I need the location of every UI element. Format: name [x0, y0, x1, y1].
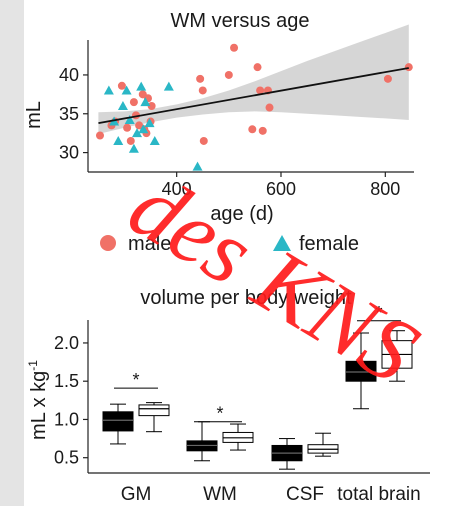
scatter-y-label: mL: [23, 101, 45, 129]
male-point: [147, 102, 156, 110]
box-iqr: [102, 411, 134, 432]
legend-male-marker: [100, 235, 116, 251]
female-point: [136, 81, 147, 91]
box-wm-group1: [186, 421, 218, 462]
boxplot-boxes: [102, 330, 413, 470]
y-tick-label: 35: [59, 104, 79, 124]
female-point: [128, 143, 139, 153]
male-point: [265, 103, 274, 112]
male-point: [253, 63, 262, 72]
trendline-group: [98, 67, 409, 124]
scatter-panel: WM versus age 400 600 800 30 35 40 age (d) mL…: [23, 10, 414, 255]
legend-female-label: female: [299, 233, 359, 255]
box-gm-group1: [102, 403, 134, 445]
female-point: [113, 135, 124, 145]
y-tick-label: 40: [59, 65, 79, 85]
box-total-brain-group2: [381, 330, 413, 382]
category-label: GM: [121, 484, 152, 505]
x-tick-label: 800: [370, 179, 400, 199]
legend-female-marker: [273, 235, 291, 251]
male-point: [199, 136, 208, 145]
confidence-band-group: [98, 24, 409, 134]
x-tick-label: 400: [162, 179, 192, 199]
box-y-tick-label: 1.0: [54, 409, 79, 429]
box-y-tick-label: 2.0: [54, 333, 79, 353]
male-point: [258, 126, 267, 135]
scatter-ticks: 400 600 800 30 35 40: [59, 65, 400, 199]
significance-star: *: [216, 404, 223, 424]
female-point: [132, 128, 143, 138]
boxplot-y-label-superscript: -1: [26, 360, 40, 371]
category-label: WM: [203, 484, 237, 505]
box-csf-group1: [271, 438, 303, 470]
category-label: total brain: [337, 484, 420, 505]
male-point: [224, 70, 233, 79]
female-point: [163, 81, 174, 91]
box-total-brain-group1: [345, 332, 377, 410]
male-point: [248, 125, 257, 134]
box-iqr: [345, 360, 377, 382]
scatter-title: WM versus age: [171, 10, 310, 32]
scatter-legend: male female: [100, 233, 359, 255]
boxplot-y-label-main: mL x kg: [28, 371, 50, 440]
male-point: [383, 74, 392, 83]
x-tick-label: 600: [266, 179, 296, 199]
female-point: [121, 85, 132, 95]
confidence-band: [98, 24, 409, 134]
male-point: [117, 81, 126, 90]
male-point: [198, 86, 207, 95]
male-point: [230, 43, 239, 52]
significance-markers: * * *: [114, 303, 401, 424]
left-margin-strip: [0, 0, 24, 506]
female-point: [138, 124, 149, 134]
legend-male-label: male: [128, 233, 171, 255]
category-label: CSF: [286, 484, 324, 505]
scatter-x-label: age (d): [210, 203, 273, 225]
female-point: [124, 114, 135, 124]
box-csf-group2: [307, 432, 339, 457]
y-tick-label: 30: [59, 143, 79, 163]
boxplot-ticks: 0.5 1.0 1.5 2.0: [54, 333, 88, 468]
male-point: [129, 98, 138, 107]
female-point: [192, 161, 203, 171]
trendline: [98, 67, 409, 124]
boxplot-category-labels: GM WM CSF total brain: [121, 484, 421, 505]
boxplot-panel: volume per body weight 0.5 1.0 1.5 2.0 * ** …: [26, 287, 430, 505]
male-point: [95, 131, 104, 140]
male-point: [123, 123, 132, 132]
female-point: [117, 101, 128, 110]
significance-star: *: [375, 303, 382, 323]
female-point: [103, 85, 114, 95]
female-point: [144, 118, 155, 128]
box-wm-group2: [222, 423, 254, 451]
female-point: [149, 135, 160, 145]
boxplot-y-label: mL x kg-1: [26, 360, 50, 440]
box-y-tick-label: 1.5: [54, 371, 79, 391]
box-gm-group2: [138, 402, 170, 433]
box-y-tick-label: 0.5: [54, 448, 79, 468]
male-point: [126, 136, 135, 145]
male-point: [404, 63, 413, 72]
significance-star: *: [132, 370, 139, 390]
box-iqr: [138, 404, 170, 417]
boxplot-title: volume per body weight: [140, 287, 352, 309]
male-point: [196, 74, 205, 83]
female-point: [140, 97, 151, 107]
male-point: [256, 86, 265, 95]
